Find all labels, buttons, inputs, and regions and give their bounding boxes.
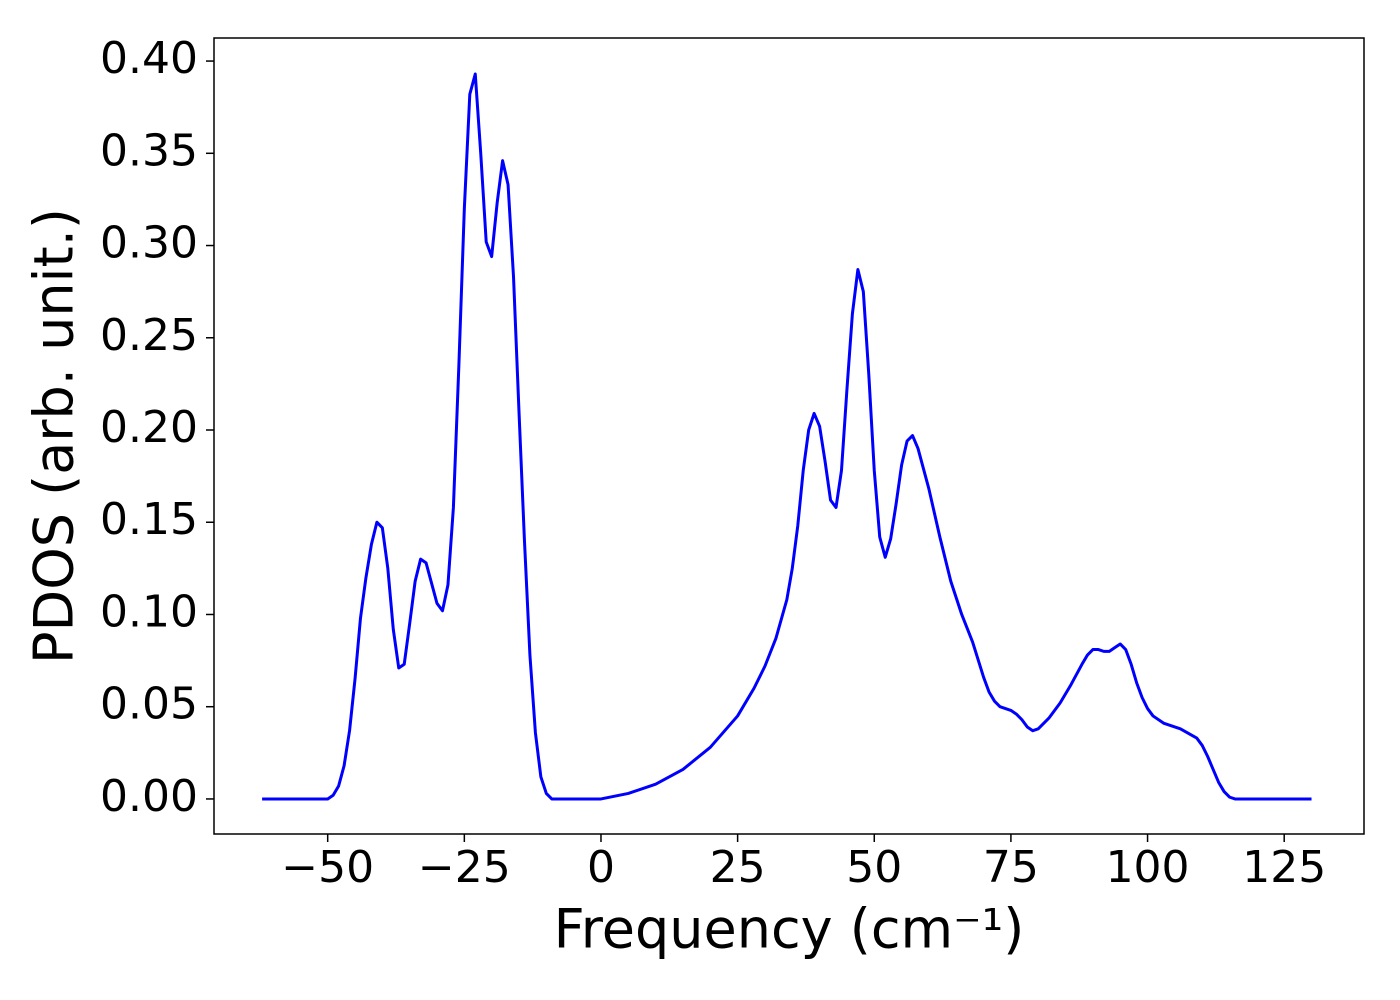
y-tick-label: 0.15 xyxy=(100,494,198,545)
x-tick-label: 125 xyxy=(1242,842,1326,893)
x-tick-label: 25 xyxy=(710,842,766,893)
x-tick-label: −50 xyxy=(281,842,374,893)
y-tick-label: 0.05 xyxy=(100,679,198,730)
y-tick-label: 0.25 xyxy=(100,310,198,361)
y-tick-label: 0.30 xyxy=(100,218,198,269)
x-tick-label: 100 xyxy=(1106,842,1190,893)
x-tick-label: 0 xyxy=(587,842,615,893)
y-tick-label: 0.20 xyxy=(100,402,198,453)
y-axis-label: PDOS (arb. unit.) xyxy=(23,208,86,664)
x-tick-label: 50 xyxy=(846,842,902,893)
x-axis-label: Frequency (cm⁻¹) xyxy=(554,898,1025,961)
y-tick-label: 0.40 xyxy=(100,33,198,84)
pdos-line xyxy=(262,72,1312,801)
x-tick-label: −25 xyxy=(418,842,511,893)
y-tick-label: 0.35 xyxy=(100,125,198,176)
axes-frame xyxy=(213,37,1365,835)
y-tick-label: 0.10 xyxy=(100,586,198,637)
x-tick-label: 75 xyxy=(983,842,1039,893)
y-tick-label: 0.00 xyxy=(100,771,198,822)
